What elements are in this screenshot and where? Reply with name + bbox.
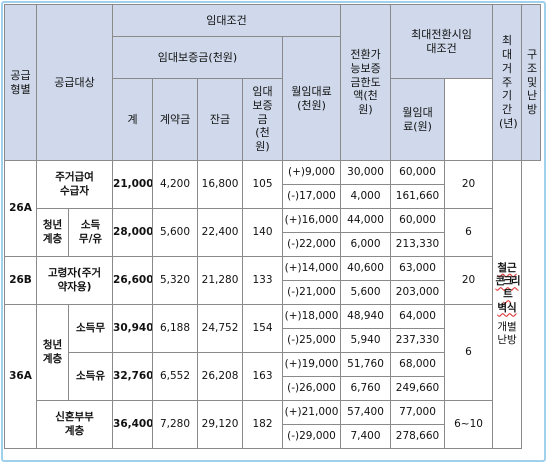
max-deposit-value: 7,400 — [340, 424, 392, 449]
structure-line: 철근 — [497, 262, 517, 275]
max-deposit-value: 5,600 — [340, 280, 392, 305]
max-deposit-value: 57,400 — [340, 400, 392, 425]
period-value: 6 — [444, 304, 494, 401]
max-monthly-value: 203,000 — [390, 280, 446, 305]
max-monthly-value: 77,000 — [390, 400, 446, 425]
header-total: 계 — [112, 78, 154, 161]
balance-value: 16,800 — [197, 160, 244, 209]
contract-value: 7,280 — [152, 400, 199, 449]
conversion-amount: (-)17,000 — [282, 184, 342, 209]
target-no-income: 소득무 — [67, 304, 114, 353]
max-deposit-value: 48,940 — [340, 304, 392, 329]
target-housing-benefit: 주거급여수급자 — [35, 160, 114, 209]
header-balance: 잔금 — [197, 78, 244, 161]
type-36a: 36A — [4, 304, 37, 449]
lease-conditions-table: 공급형별 공급대상 임대조건 전환가능보증금한도액(천원) 최대전환시임대조건 … — [4, 4, 541, 449]
rent-value: 133 — [242, 256, 284, 305]
max-monthly-value: 60,000 — [390, 160, 446, 185]
total-value: 26,600 — [112, 256, 154, 305]
max-monthly-value: 68,000 — [390, 352, 446, 377]
header-contract: 계약금 — [152, 78, 199, 161]
header-lease-conditions: 임대조건 — [112, 4, 342, 37]
header-supply-target: 공급대상 — [35, 4, 114, 161]
header-max-conversion: 최대전환시임대조건 — [390, 4, 494, 79]
balance-value: 29,120 — [197, 400, 244, 449]
conversion-amount: (+)18,000 — [282, 304, 342, 329]
structure-line: 벽식 — [497, 301, 517, 314]
max-monthly-value: 237,330 — [390, 328, 446, 353]
balance-value: 24,752 — [197, 304, 244, 353]
header-lease-deposit: 임대보증금(천원) — [112, 36, 284, 79]
header-supply-type: 공급형별 — [4, 4, 37, 161]
max-monthly-value: 63,000 — [390, 256, 446, 281]
max-monthly-value: 249,660 — [390, 376, 446, 401]
rent-value: 163 — [242, 352, 284, 401]
header-monthly-rent: 월임대료(천원) — [282, 36, 342, 161]
total-value: 21,000 — [112, 160, 154, 209]
conversion-amount: (-)22,000 — [282, 232, 342, 257]
max-deposit-value: 51,760 — [340, 352, 392, 377]
max-deposit-value: 44,000 — [340, 208, 392, 233]
total-value: 36,400 — [112, 400, 154, 449]
structure-line: 콘크리트 — [495, 275, 521, 301]
conversion-amount: (+)19,000 — [282, 352, 342, 377]
type-26a: 26A — [4, 160, 37, 257]
header-max-monthly: 월임대료(원) — [390, 78, 446, 161]
max-monthly-value: 161,660 — [390, 184, 446, 209]
total-value: 30,940 — [112, 304, 154, 353]
total-value: 28,000 — [112, 208, 154, 257]
rent-value: 140 — [242, 208, 284, 257]
balance-value: 22,400 — [197, 208, 244, 257]
contract-value: 6,552 — [152, 352, 199, 401]
period-value: 6~10 — [444, 400, 494, 449]
balance-value: 21,280 — [197, 256, 244, 305]
max-deposit-value: 6,000 — [340, 232, 392, 257]
max-monthly-value: 278,660 — [390, 424, 446, 449]
contract-value: 6,188 — [152, 304, 199, 353]
conversion-amount: (-)26,000 — [282, 376, 342, 401]
conversion-amount: (+)14,000 — [282, 256, 342, 281]
rent-value: 182 — [242, 400, 284, 449]
period-value: 20 — [444, 256, 494, 305]
target-youth: 청년계층 — [36, 208, 69, 257]
conversion-amount: (+)21,000 — [282, 400, 342, 425]
structure-cell: 철근 콘크리트 벽식 개별 난방 — [492, 160, 523, 449]
target-elderly: 고령자(주거약자용) — [35, 256, 114, 305]
header-convertible-limit: 전환가능보증금한도액(천원) — [340, 4, 392, 161]
header-max-period: 최대거주기간(년) — [492, 4, 523, 161]
structure-line: 난방 — [497, 333, 517, 346]
target-youth-36a: 청년계층 — [36, 304, 69, 401]
contract-value: 5,320 — [152, 256, 199, 305]
max-deposit-value: 40,600 — [340, 256, 392, 281]
target-newlyweds: 신혼부부계층 — [35, 400, 114, 449]
period-value: 6 — [444, 208, 494, 257]
conversion-amount: (+)16,000 — [282, 208, 342, 233]
conversion-amount: (-)25,000 — [282, 328, 342, 353]
max-monthly-value: 213,330 — [390, 232, 446, 257]
contract-value: 5,600 — [152, 208, 199, 257]
rent-value: 154 — [242, 304, 284, 353]
max-monthly-value: 60,000 — [390, 208, 446, 233]
total-value: 32,760 — [112, 352, 154, 401]
header-structure: 구조및난방 — [521, 4, 541, 161]
conversion-amount: (+)9,000 — [282, 160, 342, 185]
max-monthly-value: 64,000 — [390, 304, 446, 329]
rent-value: 105 — [242, 160, 284, 209]
contract-value: 4,200 — [152, 160, 199, 209]
conversion-amount: (-)29,000 — [282, 424, 342, 449]
header-max-deposit: 임대보증금(천원) — [242, 78, 284, 161]
target-with-income: 소득유 — [67, 352, 114, 401]
balance-value: 26,208 — [197, 352, 244, 401]
period-value: 20 — [444, 160, 494, 209]
max-deposit-value: 6,760 — [340, 376, 392, 401]
max-deposit-value: 4,000 — [340, 184, 392, 209]
type-26b: 26B — [4, 256, 37, 305]
target-youth-income: 소득무/유 — [67, 208, 114, 257]
structure-line: 개별 — [497, 320, 517, 333]
conversion-amount: (-)21,000 — [282, 280, 342, 305]
max-deposit-value: 30,000 — [340, 160, 392, 185]
max-deposit-value: 5,940 — [340, 328, 392, 353]
